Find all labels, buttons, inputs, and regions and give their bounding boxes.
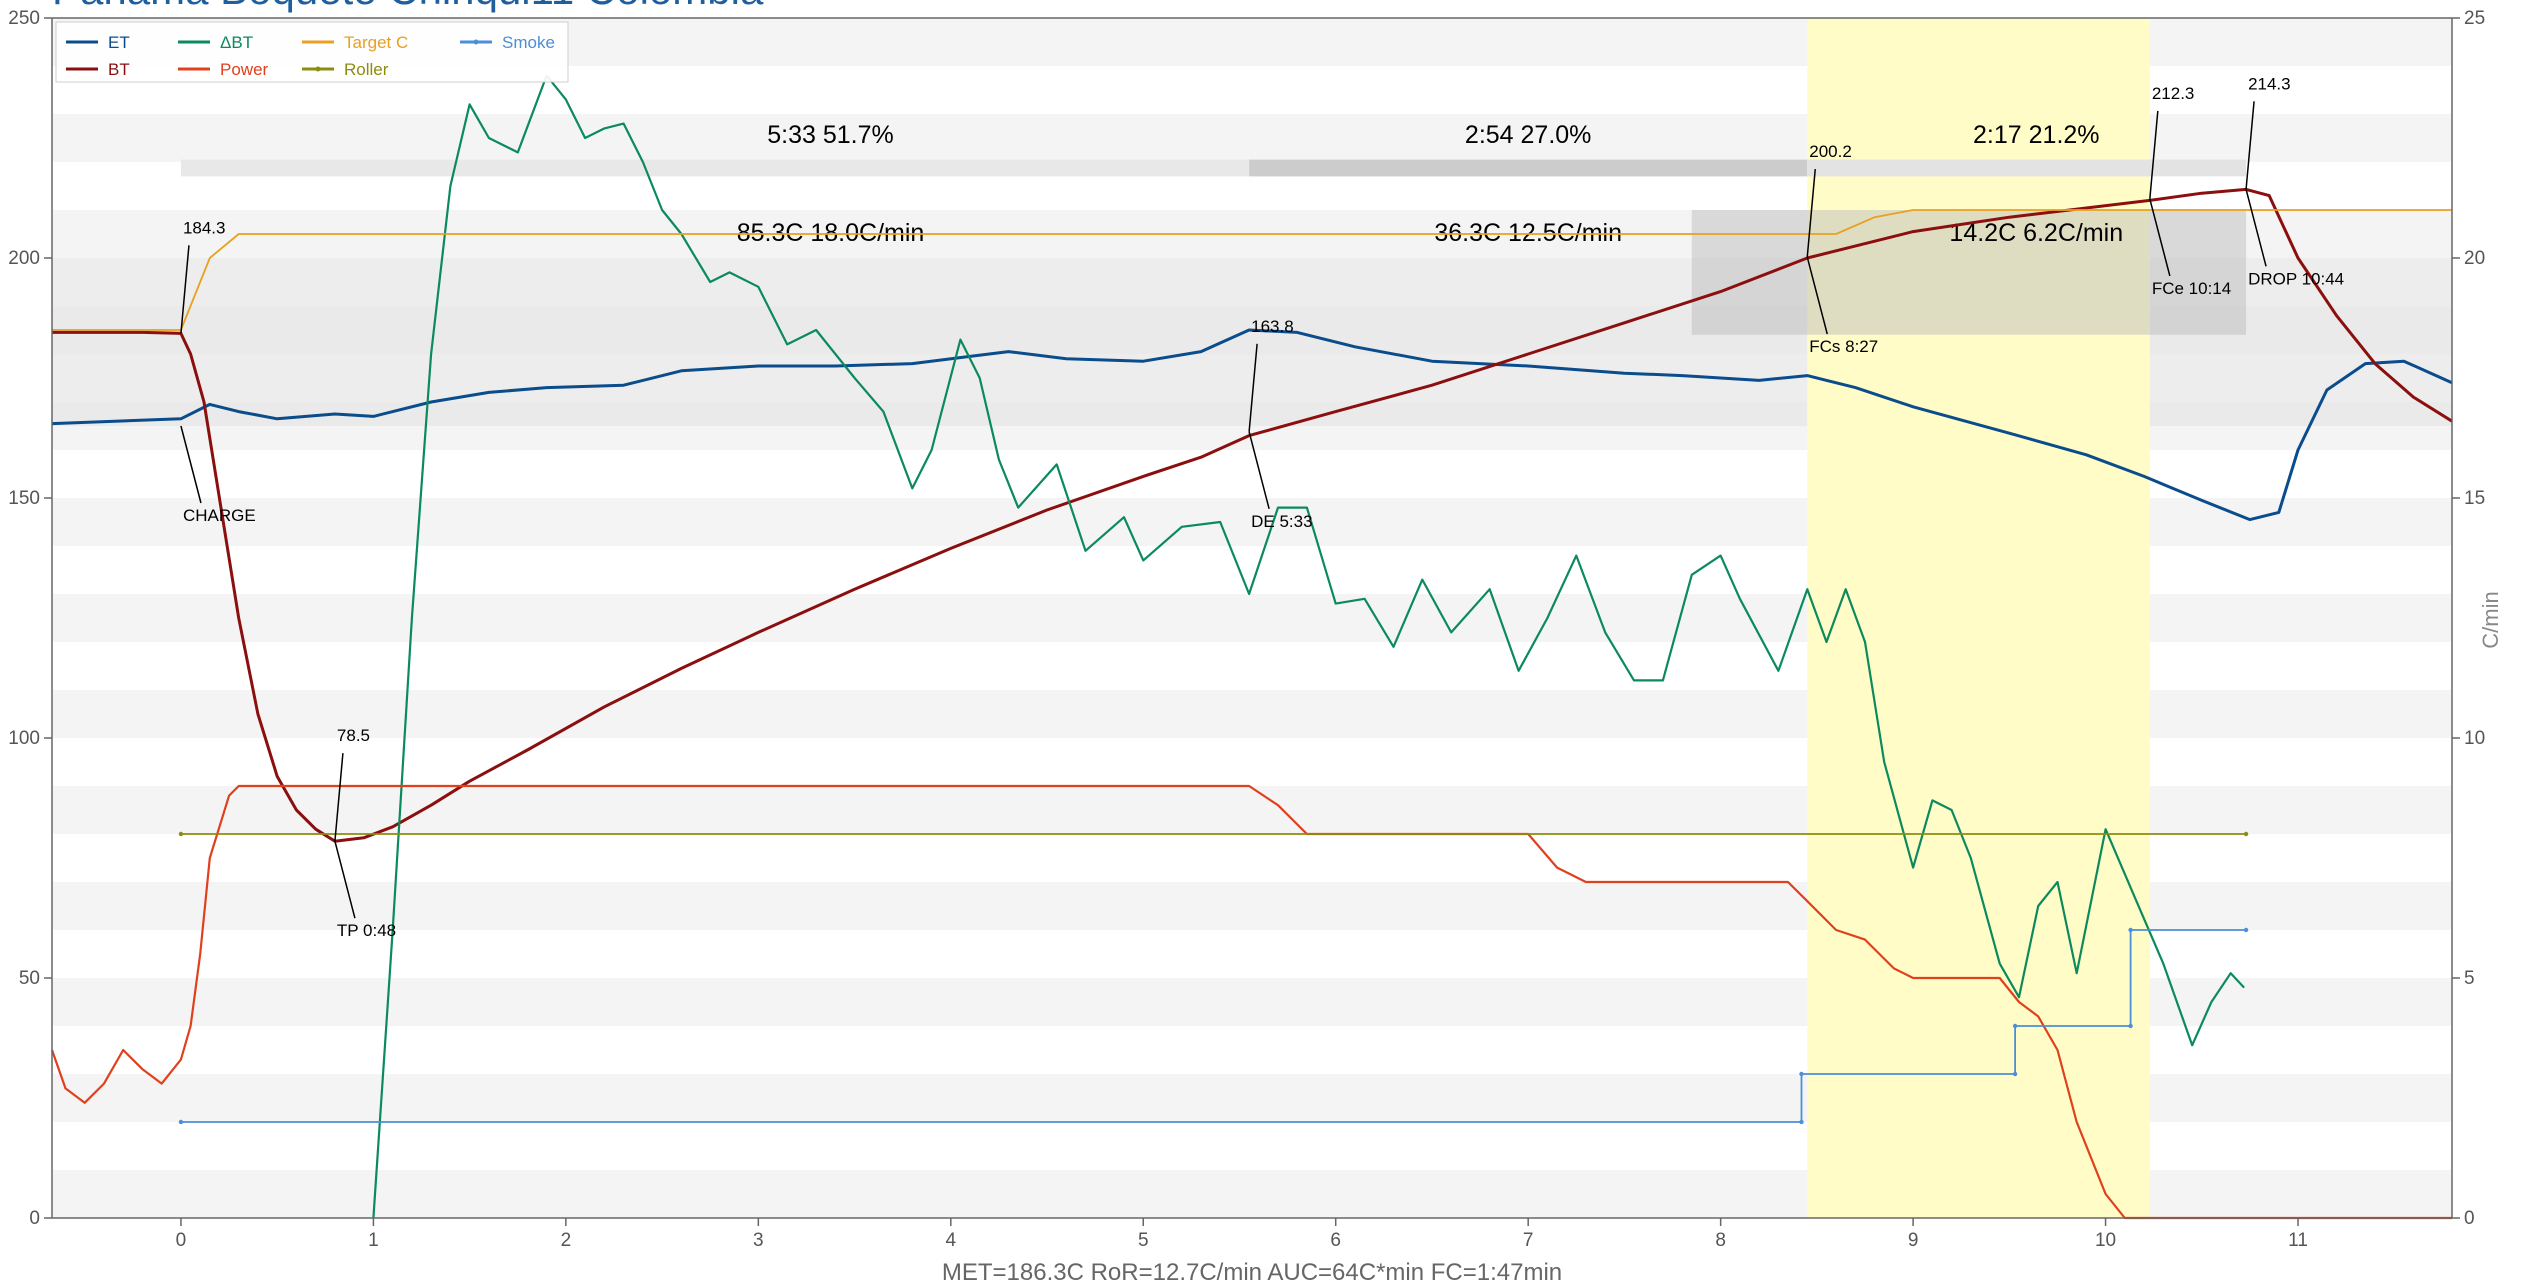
x-tick-label: 8 xyxy=(1715,1230,1726,1251)
roller-point xyxy=(178,831,184,837)
event-label: 184.3 xyxy=(183,218,226,237)
event-leader-line xyxy=(2245,101,2255,190)
smoke-series-line xyxy=(180,929,2247,1123)
event-leader-line xyxy=(1248,343,1258,432)
footer-stats: MET=186.3C RoR=12.7C/min AUC=64C*min FC=… xyxy=(942,1259,1562,1285)
y2-tick-label: 20 xyxy=(2464,248,2485,269)
phase-time-label: 2:17 21.2% xyxy=(1973,121,2100,149)
event-leader-line xyxy=(334,753,344,842)
development-band-rect xyxy=(1807,18,2150,1218)
chart-series xyxy=(50,74,2453,1220)
x-tick-label: 6 xyxy=(1330,1230,1341,1251)
y2-tick-label: 15 xyxy=(2464,488,2485,509)
chart-title: Panama Boquete Chiriqui11 Colombia xyxy=(52,0,764,13)
smoke-point xyxy=(2012,1071,2018,1077)
smoke-point xyxy=(1799,1071,1804,1077)
development-band xyxy=(1691,18,2247,1218)
event-leader-line xyxy=(1806,256,1828,335)
y-tick-label: 0 xyxy=(29,1208,40,1229)
x-tick-label: 2 xyxy=(561,1230,572,1251)
event-label: 200.2 xyxy=(1809,142,1852,161)
event-label: 214.3 xyxy=(2248,74,2291,93)
event-leader-line xyxy=(1806,168,1816,258)
shaded-phase-box xyxy=(1691,210,2247,335)
phase-bar-maillard xyxy=(1249,159,1808,177)
y2-tick-label: 5 xyxy=(2464,968,2475,989)
event-label: FCe 10:14 xyxy=(2152,279,2231,298)
legend-marker-roller xyxy=(315,66,321,72)
event-label: DROP 10:44 xyxy=(2248,269,2344,288)
phase-rise-label: 14.2C 6.2C/min xyxy=(1949,219,2123,247)
x-tick-label: 4 xyxy=(946,1230,957,1251)
x-tick-label: 3 xyxy=(753,1230,764,1251)
y-tick-label: 100 xyxy=(8,728,40,749)
phase-time-label: 2:54 27.0% xyxy=(1465,121,1592,149)
event-leader-line xyxy=(180,425,202,504)
legend-label-bt: BT xyxy=(108,60,130,79)
event-label: 78.5 xyxy=(337,726,370,745)
phase-time-label: 5:33 51.7% xyxy=(767,121,894,149)
legend-marker-smoke xyxy=(473,39,479,45)
smoke-point xyxy=(1799,1119,1804,1125)
y-tick-label: 50 xyxy=(19,968,40,989)
event-leader-line xyxy=(1248,431,1270,509)
smoke-point xyxy=(2128,1023,2133,1029)
y2-axis-label: C/min xyxy=(2478,591,2503,648)
chart-axes: 0 1 2 3 4 5 6 7 8 9 10 11 0 50 100 150 200 250 0 5 10 15 20 25 C… xyxy=(8,8,2503,1251)
y2-tick-label: 0 xyxy=(2464,1208,2475,1229)
x-tick-label: 0 xyxy=(176,1230,187,1251)
event-annotations: 184.3 CHARGE 78.5 TP 0:48 163.8 DE 5:33 200.2 F… xyxy=(180,74,2344,940)
legend-box xyxy=(55,21,569,83)
event-leader-line xyxy=(2149,110,2159,200)
legend-label-et: ET xyxy=(108,33,130,52)
x-tick-label: 7 xyxy=(1523,1230,1534,1251)
event-leader-line xyxy=(334,841,356,919)
legend-label-roller: Roller xyxy=(344,60,389,79)
smoke-point xyxy=(2243,927,2249,933)
y-tick-label: 250 xyxy=(8,8,40,29)
y-tick-label: 200 xyxy=(8,248,40,269)
et-series-line xyxy=(51,328,2453,522)
y2-tick-label: 25 xyxy=(2464,8,2485,29)
event-leader-line xyxy=(2245,189,2267,267)
legend-label-target_c: Target C xyxy=(344,33,408,52)
legend-label-smoke: Smoke xyxy=(502,33,555,52)
bt-series-line xyxy=(52,187,2453,843)
roller-point xyxy=(2243,831,2249,837)
event-label: TP 0:48 xyxy=(337,921,396,940)
event-label: DE 5:33 xyxy=(1251,512,1312,531)
phase-bar-development xyxy=(1807,159,2247,177)
smoke-point xyxy=(178,1119,184,1125)
x-tick-label: 5 xyxy=(1138,1230,1149,1251)
smoke-point xyxy=(2128,927,2133,933)
x-tick-label: 11 xyxy=(2288,1230,2308,1251)
event-label: CHARGE xyxy=(183,506,256,525)
chart-legend: ET BT ΔBT Power Target C Roller Smoke xyxy=(55,21,569,83)
legend-label-delta_bt: ΔBT xyxy=(220,33,253,52)
phase-bar-drying xyxy=(180,159,1250,177)
event-label: 212.3 xyxy=(2152,84,2195,103)
y-tick-label: 150 xyxy=(8,488,40,509)
x-tick-label: 9 xyxy=(1908,1230,1919,1251)
event-label: FCs 8:27 xyxy=(1809,337,1878,356)
x-tick-label: 10 xyxy=(2095,1230,2116,1251)
target_c-series-line xyxy=(52,209,2452,331)
y2-tick-label: 10 xyxy=(2464,728,2485,749)
event-leader-line xyxy=(180,245,190,334)
event-leader-line xyxy=(2149,198,2171,277)
legend-label-power: Power xyxy=(220,60,269,79)
smoke-point xyxy=(2012,1023,2018,1029)
event-label: 163.8 xyxy=(1251,317,1294,336)
x-tick-label: 1 xyxy=(368,1230,379,1251)
delta_bt-series-line xyxy=(372,74,2245,1219)
